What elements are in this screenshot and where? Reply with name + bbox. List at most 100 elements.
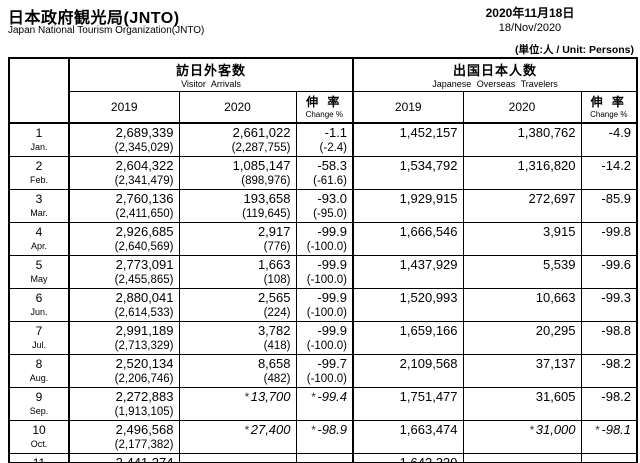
cell-va-2019: 2,496,568 (2,177,382) xyxy=(68,419,180,454)
cell-va-2020: 3,782 (418) xyxy=(178,320,297,355)
cell-va-change: * -98.9 xyxy=(295,419,355,454)
month-cell: 11 xyxy=(8,452,70,463)
cell-va-2020: 1,085,147 (898,976) xyxy=(178,155,297,190)
cell-va-2019: 2,604,322 (2,341,479) xyxy=(68,155,180,190)
cell-va-change: -99.7 (-100.0) xyxy=(295,353,355,388)
cell-jt-2019: 1,437,929 xyxy=(352,254,464,289)
cell-jt-change: -4.9 xyxy=(580,122,638,157)
group-header-overseas-travelers: 出国日本人数 Japanese Overseas Travelers xyxy=(352,57,638,92)
cell-va-change xyxy=(295,452,355,463)
cell-jt-2019: 1,642,339 xyxy=(352,452,464,463)
cell-jt-2019: 1,452,157 xyxy=(352,122,464,157)
cell-va-2020: * 27,400 xyxy=(178,419,297,454)
cell-jt-2019: 1,929,915 xyxy=(352,188,464,223)
month-cell: 9 Sep. xyxy=(8,386,70,421)
month-cell: 3 Mar. xyxy=(8,188,70,223)
cell-jt-2020: 10,663 xyxy=(462,287,582,322)
cell-jt-change: -98.2 xyxy=(580,353,638,388)
table-row-may: 5 May 2,773,091 (2,455,865) 1,663 (108) -99… xyxy=(8,254,638,289)
cell-jt-2020 xyxy=(462,452,582,463)
cell-va-2020: 1,663 (108) xyxy=(178,254,297,289)
asterisk-marker: * xyxy=(310,389,316,404)
cell-va-2019: 2,773,091 (2,455,865) xyxy=(68,254,180,289)
cell-va-2020 xyxy=(178,452,297,463)
table-row-feb: 2 Feb. 2,604,322 (2,341,479) 1,085,147 (898… xyxy=(8,155,638,190)
cell-jt-2020: 1,380,762 xyxy=(462,122,582,157)
cell-va-2020: 2,917 (776) xyxy=(178,221,297,256)
cell-jt-2020: 20,295 xyxy=(462,320,582,355)
cell-jt-2020: 1,316,820 xyxy=(462,155,582,190)
cell-jt-2020: 272,697 xyxy=(462,188,582,223)
unit-note: (単位:人 / Unit: Persons) xyxy=(514,44,634,56)
group-title-jp: 訪日外客数 xyxy=(176,62,247,78)
cell-jt-2020: 5,539 xyxy=(462,254,582,289)
month-cell: 7 Jul. xyxy=(8,320,70,355)
cell-jt-change xyxy=(580,452,638,463)
cell-jt-change: -99.8 xyxy=(580,221,638,256)
cell-jt-2019: 1,751,477 xyxy=(352,386,464,421)
table-row-mar: 3 Mar. 2,760,136 (2,411,650) 193,658 (119,6… xyxy=(8,188,638,223)
asterisk-marker: * xyxy=(244,389,249,404)
month-cell: 4 Apr. xyxy=(8,221,70,256)
report-date-jp: 2020年11月18日 xyxy=(485,6,575,20)
report-date-en: 18/Nov/2020 xyxy=(498,22,562,34)
report-date: 2020年11月18日 18/Nov/2020 xyxy=(430,6,630,36)
cell-jt-2019: 2,109,568 xyxy=(352,353,464,388)
month-cell: 6 Jun. xyxy=(8,287,70,322)
month-cell: 8 Aug. xyxy=(8,353,70,388)
asterisk-marker: * xyxy=(310,422,316,437)
col-header-jt-2019: 2019 xyxy=(352,90,464,124)
page-title-jp: 日本政府観光局(JNTO) xyxy=(8,10,180,27)
cell-va-change: -99.9 (-100.0) xyxy=(295,254,355,289)
month-column-header xyxy=(8,57,70,124)
cell-jt-change: -99.6 xyxy=(580,254,638,289)
month-cell: 2 Feb. xyxy=(8,155,70,190)
group-title-jp: 出国日本人数 xyxy=(453,62,538,78)
cell-va-change: -99.9 (-100.0) xyxy=(295,221,355,256)
table-row-oct: 10 Oct. 2,496,568 (2,177,382) * 27,400 * -98… xyxy=(8,419,638,454)
cell-va-2019: 2,441,274 xyxy=(68,452,180,463)
cell-va-2019: 2,689,339 (2,345,029) xyxy=(68,122,180,157)
cell-va-2019: 2,991,189 (2,713,329) xyxy=(68,320,180,355)
cell-jt-change: -14.2 xyxy=(580,155,638,190)
cell-va-2020: 193,658 (119,645) xyxy=(178,188,297,223)
cell-jt-change: -98.8 xyxy=(580,320,638,355)
col-header-va-2020: 2020 xyxy=(178,90,297,124)
asterisk-marker: * xyxy=(244,422,249,437)
table-row-apr: 4 Apr. 2,926,685 (2,640,569) 2,917 (776) -9… xyxy=(8,221,638,256)
statistics-table: 訪日外客数 Visitor Arrivals 出国日本人数 Japanese O… xyxy=(8,57,639,463)
page-title-en: Japan National Tourism Organization(JNTO… xyxy=(8,25,205,36)
group-title-en: Visitor Arrivals xyxy=(181,78,241,89)
cell-jt-2019: 1,666,546 xyxy=(352,221,464,256)
cell-jt-change: -85.9 xyxy=(580,188,638,223)
asterisk-marker: * xyxy=(529,422,534,437)
table-row-aug: 8 Aug. 2,520,134 (2,206,746) 8,658 (482) -9… xyxy=(8,353,638,388)
cell-va-2019: 2,926,685 (2,640,569) xyxy=(68,221,180,256)
cell-jt-2020: 37,137 xyxy=(462,353,582,388)
table-row-jan: 1 Jan. 2,689,339 (2,345,029) 2,661,022 (2,… xyxy=(8,122,638,157)
cell-va-2020: 2,565 (224) xyxy=(178,287,297,322)
cell-jt-2020: 3,915 xyxy=(462,221,582,256)
cell-va-2020: 8,658 (482) xyxy=(178,353,297,388)
table-row-jun: 6 Jun. 2,880,041 (2,614,533) 2,565 (224) -9… xyxy=(8,287,638,322)
cell-va-2020: 2,661,022 (2,287,755) xyxy=(178,122,297,157)
col-header-va-2019: 2019 xyxy=(68,90,180,124)
cell-jt-change: * -98.1 xyxy=(580,419,638,454)
cell-jt-change: -98.2 xyxy=(580,386,638,421)
col-header-jt-change: 伸 率 Change % xyxy=(580,90,638,124)
cell-jt-2020: 31,605 xyxy=(462,386,582,421)
cell-va-change: * -99.4 xyxy=(295,386,355,421)
cell-va-2020: * 13,700 xyxy=(178,386,297,421)
cell-va-2019: 2,520,134 (2,206,746) xyxy=(68,353,180,388)
cell-jt-2019: 1,520,993 xyxy=(352,287,464,322)
cell-jt-2020: * 31,000 xyxy=(462,419,582,454)
cell-jt-2019: 1,659,166 xyxy=(352,320,464,355)
group-header-row: 訪日外客数 Visitor Arrivals 出国日本人数 Japanese O… xyxy=(8,57,638,124)
month-cell: 10 Oct. xyxy=(8,419,70,454)
cell-va-change: -58.3 (-61.6) xyxy=(295,155,355,190)
month-cell: 1 Jan. xyxy=(8,122,70,157)
cell-va-change: -1.1 (-2.4) xyxy=(295,122,355,157)
cell-va-2019: 2,880,041 (2,614,533) xyxy=(68,287,180,322)
table-row-sep: 9 Sep. 2,272,883 (1,913,105) * 13,700 * -99.… xyxy=(8,386,638,421)
cell-va-change: -99.9 (-100.0) xyxy=(295,287,355,322)
